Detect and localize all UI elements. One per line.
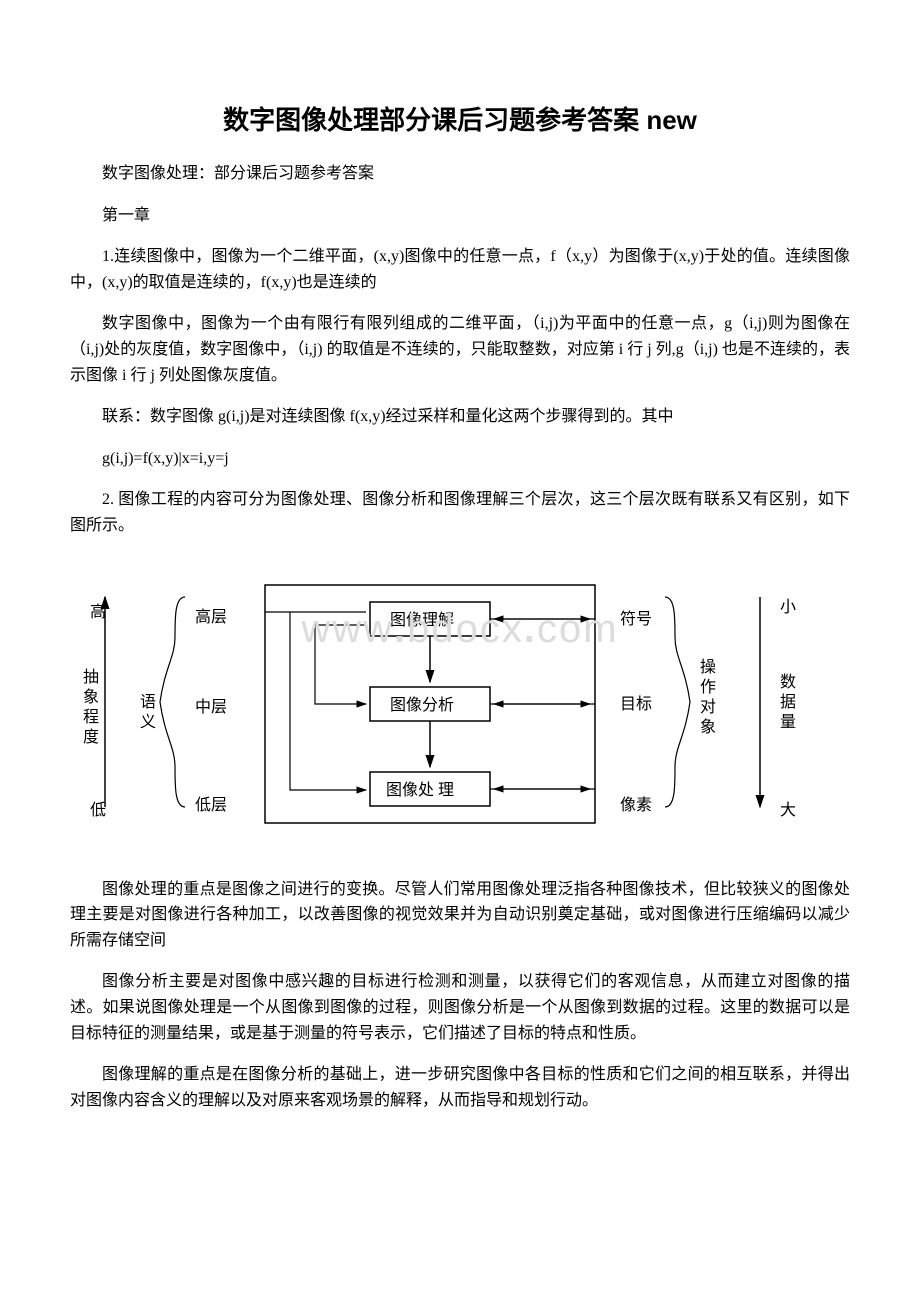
paragraph: 第一章	[70, 203, 850, 229]
page-title: 数字图像处理部分课后习题参考答案 new	[70, 100, 850, 137]
hierarchy-diagram: www.bdocx.com 高 抽 象 程 度 低 语 义 高层	[80, 557, 840, 847]
paragraph: g(i,j)=f(x,y)|x=i,y=j	[70, 446, 850, 472]
axis-top-label: 高	[90, 603, 106, 621]
svg-text:抽: 抽	[83, 668, 99, 686]
svg-text:小: 小	[780, 598, 796, 616]
svg-text:像素: 像素	[620, 796, 652, 814]
svg-text:图像处 理: 图像处 理	[386, 781, 454, 799]
svg-text:据: 据	[780, 693, 796, 711]
svg-text:程: 程	[83, 708, 99, 726]
svg-text:象: 象	[700, 718, 716, 736]
svg-text:高层: 高层	[195, 608, 227, 626]
paragraph: 联系：数字图像 g(i,j)是对连续图像 f(x,y)经过采样和量化这两个步骤得…	[70, 404, 850, 430]
svg-text:量: 量	[780, 714, 796, 731]
diagram-svg: 高 抽 象 程 度 低 语 义 高层 中层 低层 图像理解 图像分析 图像处 理	[80, 557, 840, 847]
paragraph: 2. 图像工程的内容可分为图像处理、图像分析和图像理解三个层次，这三个层次既有联…	[70, 487, 850, 538]
svg-text:作: 作	[700, 678, 716, 696]
svg-text:中层: 中层	[195, 698, 227, 716]
svg-text:低层: 低层	[195, 796, 227, 814]
paragraph: 数字图像处理：部分课后习题参考答案	[70, 161, 850, 187]
svg-text:语: 语	[140, 693, 156, 711]
svg-text:度: 度	[83, 728, 99, 746]
svg-text:对: 对	[700, 698, 716, 716]
svg-text:象: 象	[83, 688, 99, 706]
svg-text:数: 数	[780, 673, 796, 691]
paragraph: 图像分析主要是对图像中感兴趣的目标进行检测和测量，以获得它们的客观信息，从而建立…	[70, 969, 850, 1046]
paragraph: 图像处理的重点是图像之间进行的变换。尽管人们常用图像处理泛指各种图像技术，但比较…	[70, 877, 850, 954]
paragraph: 1.连续图像中，图像为一个二维平面，(x,y)图像中的任意一点，f（x,y）为图…	[70, 244, 850, 295]
svg-text:目标: 目标	[620, 695, 652, 713]
paragraph: 数字图像中，图像为一个由有限行有限列组成的二维平面，（i,j)为平面中的任意一点…	[70, 311, 850, 388]
svg-text:符号: 符号	[620, 610, 652, 628]
svg-text:低: 低	[90, 801, 106, 819]
svg-text:图像分析: 图像分析	[390, 696, 454, 714]
svg-text:大: 大	[780, 801, 796, 819]
svg-text:图像理解: 图像理解	[390, 611, 454, 629]
paragraph: 图像理解的重点是在图像分析的基础上，进一步研究图像中各目标的性质和它们之间的相互…	[70, 1062, 850, 1113]
svg-text:操: 操	[700, 658, 716, 676]
svg-text:义: 义	[140, 713, 156, 731]
